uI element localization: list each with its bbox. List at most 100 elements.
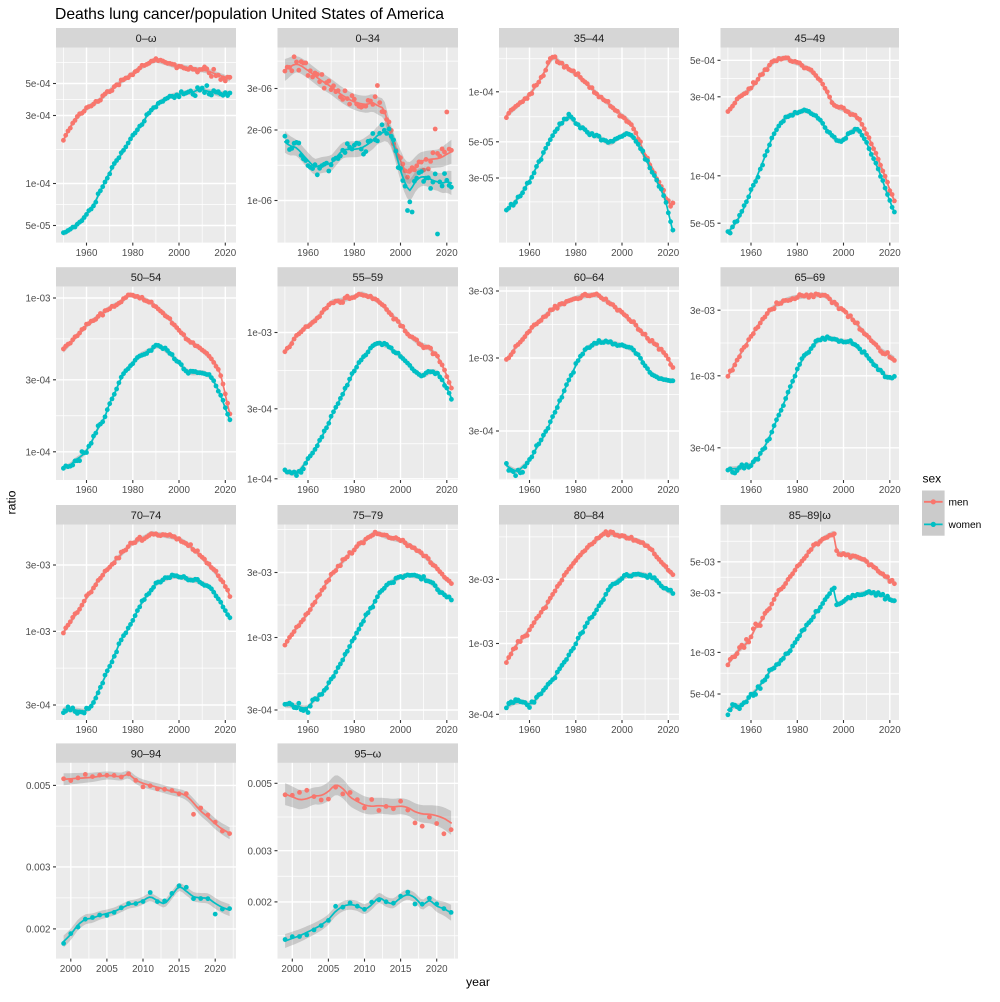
svg-text:55–59: 55–59 bbox=[353, 272, 384, 284]
svg-text:2020: 2020 bbox=[879, 485, 901, 496]
svg-text:5e-04: 5e-04 bbox=[690, 56, 716, 67]
svg-text:3e-03: 3e-03 bbox=[690, 588, 716, 599]
svg-text:2010: 2010 bbox=[132, 964, 154, 975]
svg-text:3e-04: 3e-04 bbox=[690, 92, 716, 103]
svg-text:1e-04: 1e-04 bbox=[468, 87, 494, 98]
svg-text:1980: 1980 bbox=[565, 485, 587, 496]
svg-text:1980: 1980 bbox=[565, 725, 587, 736]
svg-text:3e-03: 3e-03 bbox=[468, 287, 494, 298]
svg-text:ratio: ratio bbox=[5, 490, 19, 514]
svg-text:0.003: 0.003 bbox=[247, 846, 272, 857]
svg-text:90–94: 90–94 bbox=[131, 748, 162, 760]
svg-text:1960: 1960 bbox=[76, 485, 98, 496]
svg-text:1980: 1980 bbox=[343, 248, 365, 259]
svg-text:2000: 2000 bbox=[168, 248, 190, 259]
svg-text:35–44: 35–44 bbox=[574, 33, 605, 45]
svg-text:2000: 2000 bbox=[611, 248, 633, 259]
svg-text:5e-05: 5e-05 bbox=[25, 221, 51, 232]
svg-text:3e-04: 3e-04 bbox=[25, 375, 51, 386]
svg-text:2020: 2020 bbox=[436, 725, 458, 736]
svg-text:3e-03: 3e-03 bbox=[690, 306, 716, 317]
svg-text:sex: sex bbox=[923, 472, 942, 486]
svg-text:2020: 2020 bbox=[214, 485, 236, 496]
svg-text:3e-03: 3e-03 bbox=[25, 561, 51, 572]
svg-text:1e-04: 1e-04 bbox=[25, 179, 51, 190]
svg-text:1e-04: 1e-04 bbox=[690, 171, 716, 182]
svg-text:1960: 1960 bbox=[740, 725, 762, 736]
svg-text:1980: 1980 bbox=[343, 485, 365, 496]
svg-text:1980: 1980 bbox=[122, 248, 144, 259]
svg-text:0.002: 0.002 bbox=[247, 898, 272, 909]
svg-text:2e-06: 2e-06 bbox=[247, 126, 273, 137]
svg-text:3e-04: 3e-04 bbox=[690, 443, 716, 454]
svg-text:1980: 1980 bbox=[786, 485, 808, 496]
svg-text:1960: 1960 bbox=[76, 248, 98, 259]
svg-text:50–54: 50–54 bbox=[131, 272, 162, 284]
svg-text:2020: 2020 bbox=[657, 485, 679, 496]
svg-text:45–49: 45–49 bbox=[795, 33, 826, 45]
svg-text:women: women bbox=[948, 520, 982, 531]
svg-text:2015: 2015 bbox=[168, 964, 190, 975]
svg-text:95–ω: 95–ω bbox=[354, 748, 381, 760]
svg-text:3e-03: 3e-03 bbox=[468, 575, 494, 586]
svg-text:1960: 1960 bbox=[740, 485, 762, 496]
svg-text:1960: 1960 bbox=[76, 725, 98, 736]
svg-text:2020: 2020 bbox=[657, 248, 679, 259]
svg-text:1960: 1960 bbox=[519, 248, 541, 259]
svg-text:5e-04: 5e-04 bbox=[25, 79, 51, 90]
svg-text:70–74: 70–74 bbox=[131, 510, 162, 522]
svg-text:3e-04: 3e-04 bbox=[25, 111, 51, 122]
svg-text:2020: 2020 bbox=[214, 248, 236, 259]
svg-text:2000: 2000 bbox=[611, 485, 633, 496]
svg-text:1960: 1960 bbox=[519, 485, 541, 496]
svg-text:1e-04: 1e-04 bbox=[247, 474, 273, 485]
svg-text:85–89|ω: 85–89|ω bbox=[789, 510, 831, 522]
svg-text:1980: 1980 bbox=[122, 485, 144, 496]
svg-text:1e-03: 1e-03 bbox=[25, 627, 51, 638]
svg-text:0–ω: 0–ω bbox=[136, 33, 157, 45]
svg-text:3e-04: 3e-04 bbox=[25, 701, 51, 712]
svg-text:2015: 2015 bbox=[390, 964, 412, 975]
svg-text:2020: 2020 bbox=[657, 725, 679, 736]
svg-text:1e-04: 1e-04 bbox=[25, 447, 51, 458]
svg-text:1980: 1980 bbox=[565, 248, 587, 259]
svg-text:3e-04: 3e-04 bbox=[468, 710, 494, 721]
svg-text:1e-03: 1e-03 bbox=[690, 648, 716, 659]
svg-text:1e-03: 1e-03 bbox=[468, 354, 494, 365]
svg-text:2020: 2020 bbox=[214, 725, 236, 736]
svg-text:2010: 2010 bbox=[354, 964, 376, 975]
svg-text:3e-06: 3e-06 bbox=[247, 84, 273, 95]
svg-text:3e-05: 3e-05 bbox=[468, 174, 494, 185]
svg-text:0.002: 0.002 bbox=[26, 925, 51, 936]
svg-text:1960: 1960 bbox=[297, 725, 319, 736]
svg-text:1980: 1980 bbox=[786, 725, 808, 736]
svg-text:1960: 1960 bbox=[519, 725, 541, 736]
svg-text:65–69: 65–69 bbox=[795, 272, 826, 284]
svg-text:1960: 1960 bbox=[740, 248, 762, 259]
svg-text:1e-03: 1e-03 bbox=[25, 294, 51, 305]
svg-text:1960: 1960 bbox=[297, 248, 319, 259]
svg-text:1980: 1980 bbox=[786, 248, 808, 259]
svg-text:75–79: 75–79 bbox=[353, 510, 384, 522]
svg-text:2005: 2005 bbox=[96, 964, 118, 975]
svg-text:2020: 2020 bbox=[879, 248, 901, 259]
svg-text:2020: 2020 bbox=[436, 248, 458, 259]
svg-text:2000: 2000 bbox=[833, 485, 855, 496]
svg-text:2000: 2000 bbox=[390, 485, 412, 496]
svg-text:2000: 2000 bbox=[168, 725, 190, 736]
svg-text:0.005: 0.005 bbox=[26, 781, 51, 792]
svg-text:1e-06: 1e-06 bbox=[247, 196, 273, 207]
svg-text:3e-04: 3e-04 bbox=[247, 404, 273, 415]
svg-text:5e-03: 5e-03 bbox=[690, 557, 716, 568]
svg-text:0–34: 0–34 bbox=[356, 33, 380, 45]
svg-text:2020: 2020 bbox=[204, 964, 226, 975]
svg-text:1980: 1980 bbox=[343, 725, 365, 736]
svg-text:2000: 2000 bbox=[281, 964, 303, 975]
svg-text:1e-03: 1e-03 bbox=[690, 371, 716, 382]
svg-text:2000: 2000 bbox=[611, 725, 633, 736]
svg-text:0.005: 0.005 bbox=[247, 779, 272, 790]
svg-text:5e-04: 5e-04 bbox=[690, 690, 716, 701]
svg-text:men: men bbox=[949, 497, 969, 508]
svg-text:2020: 2020 bbox=[879, 725, 901, 736]
svg-text:1980: 1980 bbox=[122, 725, 144, 736]
